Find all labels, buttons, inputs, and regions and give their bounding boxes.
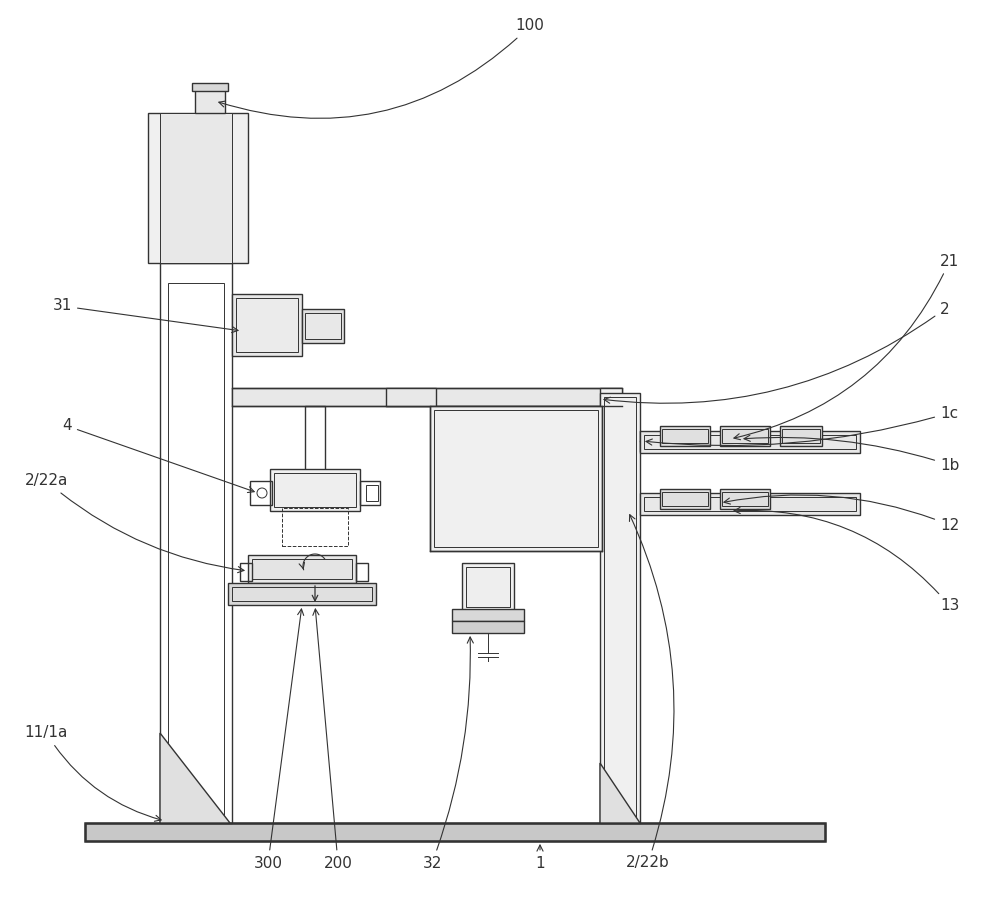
Text: 100: 100 [219, 19, 544, 118]
Text: 2: 2 [604, 302, 950, 404]
Bar [466, 567, 510, 607]
Bar [640, 493, 860, 515]
Text: 4: 4 [62, 418, 254, 493]
Text: 1c: 1c [646, 405, 958, 446]
Bar [462, 563, 514, 611]
Text: 13: 13 [734, 507, 959, 614]
Bar [168, 283, 224, 823]
Bar [662, 429, 708, 443]
Bar [644, 435, 856, 449]
Bar [302, 309, 344, 343]
Bar [780, 426, 822, 446]
Bar [160, 113, 232, 263]
Bar [240, 563, 252, 581]
Bar [232, 587, 372, 601]
Text: 300: 300 [254, 609, 304, 870]
Bar [252, 559, 352, 579]
Bar [148, 113, 248, 263]
Text: 11/1a: 11/1a [25, 725, 161, 822]
Bar [360, 481, 380, 505]
Text: 21: 21 [734, 253, 959, 440]
Bar [270, 469, 360, 511]
Text: 32: 32 [422, 637, 473, 870]
Bar [274, 473, 356, 507]
Bar [600, 388, 622, 551]
Bar [228, 583, 376, 605]
Bar [452, 621, 524, 633]
Bar [85, 823, 825, 841]
Bar [248, 555, 356, 583]
Bar [305, 313, 341, 339]
Bar [452, 609, 524, 621]
Bar [720, 426, 770, 446]
Bar [600, 393, 640, 823]
Text: 2/22b: 2/22b [626, 514, 674, 870]
Bar [232, 388, 622, 406]
Bar [662, 492, 708, 506]
Text: 31: 31 [53, 298, 238, 332]
Bar [722, 492, 768, 506]
Bar [434, 410, 598, 547]
Text: 12: 12 [724, 495, 959, 532]
Bar [722, 429, 768, 443]
Bar [195, 85, 225, 113]
Bar [250, 481, 272, 505]
Bar [660, 489, 710, 509]
Bar [782, 429, 820, 443]
Bar [160, 263, 232, 823]
Text: 1b: 1b [744, 435, 959, 472]
Bar [604, 397, 636, 819]
Polygon shape [600, 763, 640, 823]
Bar [386, 388, 436, 406]
Bar [640, 431, 860, 453]
Text: 2/22a: 2/22a [25, 474, 244, 573]
Bar [660, 426, 710, 446]
Bar [85, 823, 825, 841]
Bar [236, 298, 298, 352]
Bar [282, 508, 348, 546]
Bar [720, 489, 770, 509]
Bar [232, 294, 302, 356]
Bar [192, 83, 228, 91]
Bar [305, 406, 325, 471]
Bar [356, 563, 368, 581]
Text: 200: 200 [313, 609, 352, 870]
Text: 1: 1 [535, 845, 545, 870]
Bar [366, 485, 378, 501]
Bar [430, 406, 602, 551]
Bar [644, 497, 856, 511]
Polygon shape [160, 733, 230, 823]
